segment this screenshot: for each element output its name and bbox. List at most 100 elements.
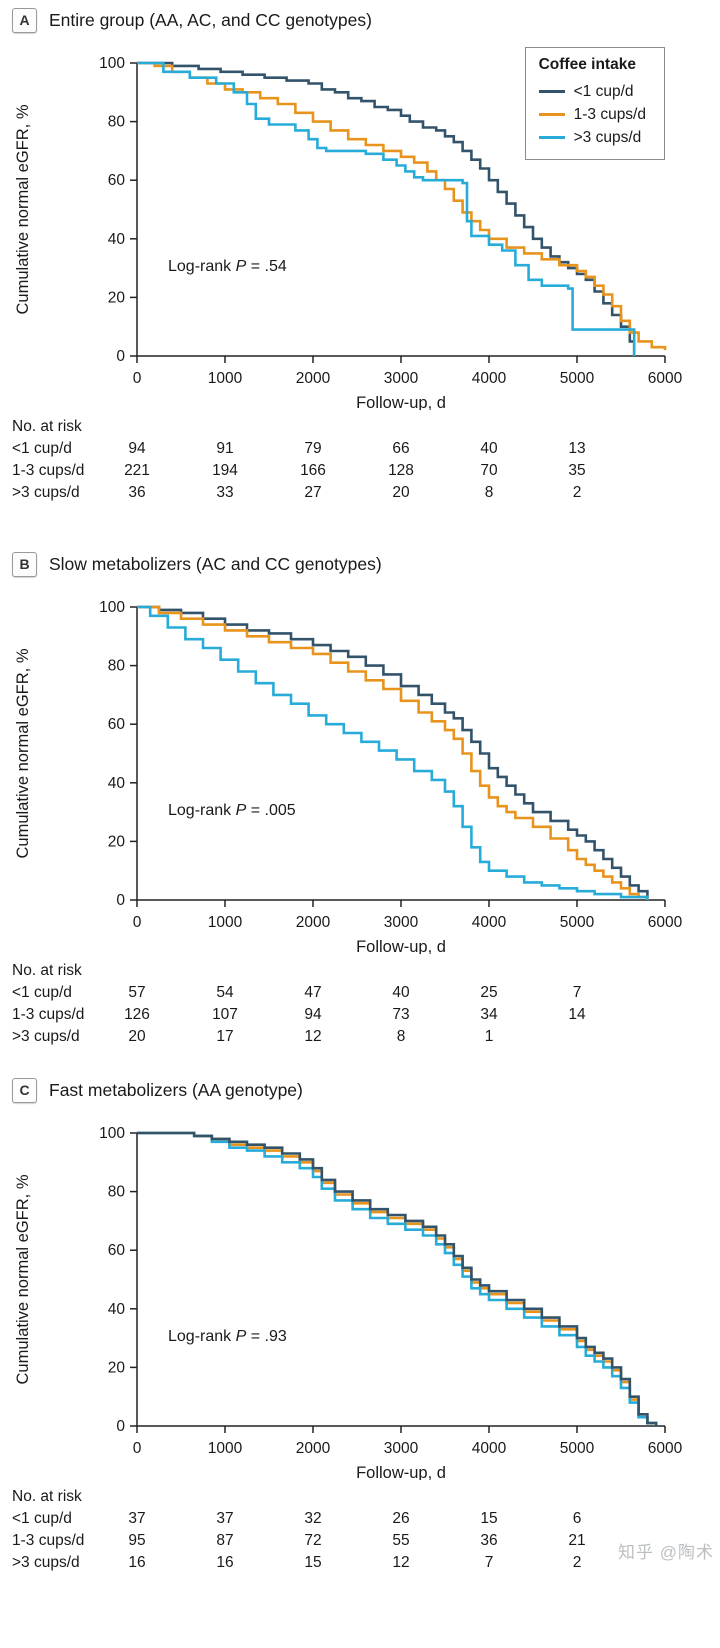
risk-row-label: <1 cup/d	[12, 440, 72, 457]
risk-value: 194	[212, 462, 238, 479]
risk-value: 8	[396, 1028, 406, 1045]
legend-item-label: <1 cup/d	[573, 82, 634, 100]
panel-header: C Fast metabolizers (AA genotype)	[12, 1076, 720, 1104]
panel-letter-badge: C	[12, 1077, 37, 1103]
series-line	[137, 605, 649, 900]
y-tick-label: 20	[108, 289, 126, 306]
risk-value: 36	[128, 484, 146, 501]
panel-title: Slow metabolizers (AC and CC genotypes)	[49, 553, 382, 574]
risk-value: 87	[216, 1532, 234, 1549]
risk-value: 79	[304, 440, 322, 457]
risk-table-header: No. at risk	[12, 418, 82, 435]
risk-value: 7	[484, 1554, 494, 1571]
y-tick-label: 60	[108, 172, 126, 189]
axes	[136, 607, 665, 901]
series-line	[137, 1131, 658, 1426]
risk-value: 12	[392, 1554, 410, 1571]
legend-line-swatch-icon	[538, 90, 565, 93]
risk-row: <1 cup/d 57 54 47 40 25 7	[0, 982, 720, 1004]
panel-fast-metabolizers: C Fast metabolizers (AA genotype) 0 1000 2…	[0, 1076, 720, 1574]
y-tick-label: 40	[108, 1301, 126, 1318]
y-tick-label: 20	[108, 1359, 126, 1376]
panel-header: B Slow metabolizers (AC and CC genotypes…	[12, 550, 720, 578]
panel-title: Entire group (AA, AC, and CC genotypes)	[49, 9, 372, 30]
risk-value: 37	[128, 1510, 146, 1527]
risk-value: 21	[568, 1532, 586, 1549]
x-tick-label: 0	[133, 914, 142, 931]
x-tick-label: 6000	[648, 370, 683, 387]
log-rank-annotation: Log-rank P = .005	[168, 802, 296, 819]
km-plot: 0 1000 2000 3000 4000 5000 6000 0 20 40 60 80 100 Fol…	[14, 55, 683, 410]
km-chart-slow-metabolizers: 0 1000 2000 3000 4000 5000 6000 0 20 40 60 80 100 Fol…	[0, 586, 720, 954]
x-tick-label: 3000	[384, 1440, 419, 1457]
risk-value: 33	[216, 484, 234, 501]
risk-value: 2	[572, 484, 582, 501]
risk-row-label: 1-3 cups/d	[12, 1532, 85, 1549]
y-tick-label: 80	[108, 1184, 126, 1201]
risk-value: 13	[568, 440, 586, 457]
y-axis-label: Cumulative normal eGFR, %	[14, 1174, 32, 1384]
risk-value: 66	[392, 440, 410, 457]
risk-value: 221	[124, 462, 150, 479]
risk-value: 95	[128, 1532, 146, 1549]
x-tick-label: 4000	[472, 370, 507, 387]
risk-value: 20	[392, 484, 410, 501]
x-tick-label: 1000	[208, 1440, 243, 1457]
x-axis-label: Follow-up, d	[356, 938, 446, 954]
km-plot: 0 1000 2000 3000 4000 5000 6000 0 20 40 60 80 100 Fol…	[14, 599, 683, 954]
risk-value: 126	[124, 1006, 150, 1023]
x-axis-label: Follow-up, d	[356, 394, 446, 410]
y-tick-label: 40	[108, 231, 126, 248]
y-tick-label: 0	[116, 348, 125, 365]
x-tick-label: 1000	[208, 370, 243, 387]
series-line	[137, 61, 636, 356]
y-tick-label: 100	[99, 1125, 125, 1142]
risk-value: 26	[392, 1510, 410, 1527]
risk-row-label: <1 cup/d	[12, 984, 72, 1001]
risk-row: >3 cups/d 16 16 15 12 7 2	[0, 1552, 720, 1574]
watermark: 知乎 @陶术	[618, 1543, 714, 1562]
risk-row: >3 cups/d 20 17 12 8 1	[0, 1026, 720, 1048]
risk-value: 1	[484, 1028, 494, 1045]
y-tick-label: 100	[99, 55, 125, 72]
legend: Coffee intake <1 cup/d 1-3 cups/d >3 cups/d	[524, 47, 665, 160]
risk-row: <1 cup/d 94 91 79 66 40 13	[0, 438, 720, 460]
risk-value: 47	[304, 984, 322, 1001]
series-line	[137, 1131, 658, 1426]
x-axis-label: Follow-up, d	[356, 1464, 446, 1480]
risk-table-entire-group: No. at risk <1 cup/d 94 91 79 66 40 13 1-3 cups/…	[0, 416, 720, 504]
x-tick-label: 6000	[648, 914, 683, 931]
risk-value: 54	[216, 984, 234, 1001]
risk-row-label: >3 cups/d	[12, 1028, 80, 1045]
series-line	[137, 61, 636, 356]
risk-row: <1 cup/d 37 37 32 26 15 6	[0, 1508, 720, 1530]
risk-table-slow-metabolizers: No. at risk <1 cup/d 57 54 47 40 25 7 1-3 cups/d…	[0, 960, 720, 1048]
y-axis-label: Cumulative normal eGFR, %	[14, 104, 32, 314]
y-tick-label: 20	[108, 833, 126, 850]
legend-line-swatch-icon	[538, 113, 565, 116]
legend-line-swatch-icon	[538, 136, 565, 139]
series-line	[137, 61, 667, 351]
panel-header: A Entire group (AA, AC, and CC genotypes…	[12, 6, 720, 34]
risk-value: 2	[572, 1554, 582, 1571]
risk-table-header: No. at risk	[12, 962, 82, 979]
risk-row-label: >3 cups/d	[12, 1554, 80, 1571]
risk-value: 17	[216, 1028, 234, 1045]
x-tick-label: 2000	[296, 370, 331, 387]
x-tick-label: 1000	[208, 914, 243, 931]
km-chart-fast-metabolizers: 0 1000 2000 3000 4000 5000 6000 0 20 40 60 80 100 Fol…	[0, 1112, 720, 1480]
legend-item: <1 cup/d	[538, 80, 646, 103]
risk-value: 94	[128, 440, 146, 457]
panel-letter-badge: B	[12, 551, 37, 577]
risk-value: 94	[304, 1006, 322, 1023]
panel-slow-metabolizers: B Slow metabolizers (AC and CC genotypes…	[0, 550, 720, 1048]
series-line	[137, 605, 649, 900]
panel-title: Fast metabolizers (AA genotype)	[49, 1079, 303, 1100]
x-tick-label: 4000	[472, 1440, 507, 1457]
risk-value: 25	[480, 984, 498, 1001]
risk-value: 40	[392, 984, 410, 1001]
risk-value: 15	[480, 1510, 498, 1527]
x-tick-label: 3000	[384, 914, 419, 931]
y-axis-label: Cumulative normal eGFR, %	[14, 648, 32, 858]
risk-value: 27	[304, 484, 322, 501]
